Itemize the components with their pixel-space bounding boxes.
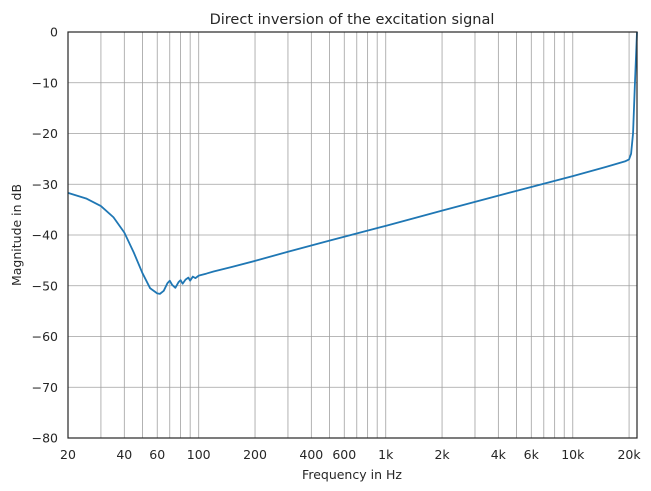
y-tick-label: −60 (32, 329, 58, 344)
x-tick-label: 600 (332, 447, 356, 462)
y-tick-label: −30 (32, 177, 58, 192)
x-tick-label: 200 (243, 447, 267, 462)
chart-title: Direct inversion of the excitation signa… (210, 12, 495, 28)
x-tick-label: 100 (187, 447, 211, 462)
x-tick-label: 60 (149, 447, 165, 462)
y-tick-label: −50 (32, 278, 58, 293)
y-tick-label: −20 (32, 126, 58, 141)
magnitude-line (67, 31, 638, 295)
x-tick-labels: 20 40 60 100 200 400 600 1k 2k 4k 6k 10k 20k (60, 447, 641, 462)
y-axis-label: Magnitude in dB (9, 184, 24, 286)
y-tick-label: 0 (50, 25, 58, 40)
x-tick-label: 20 (60, 447, 76, 462)
y-tick-label: −40 (32, 228, 58, 243)
plot-frame (67, 31, 638, 439)
data-series (67, 31, 638, 295)
x-tick-label: 40 (116, 447, 132, 462)
x-tick-label: 400 (299, 447, 323, 462)
x-tick-label: 4k (491, 447, 507, 462)
x-tick-label: 6k (524, 447, 540, 462)
x-axis-label: Frequency in Hz (302, 467, 402, 482)
x-tick-label: 2k (434, 447, 450, 462)
y-tick-label: −80 (32, 431, 58, 446)
y-tick-label: −10 (32, 75, 58, 90)
y-tick-label: −70 (32, 380, 58, 395)
y-tick-labels: 0 −10 −20 −30 −40 −50 −60 −70 −80 (32, 25, 58, 446)
x-tick-label: 10k (561, 447, 585, 462)
x-tick-label: 1k (378, 447, 394, 462)
x-tick-label: 20k (617, 447, 641, 462)
